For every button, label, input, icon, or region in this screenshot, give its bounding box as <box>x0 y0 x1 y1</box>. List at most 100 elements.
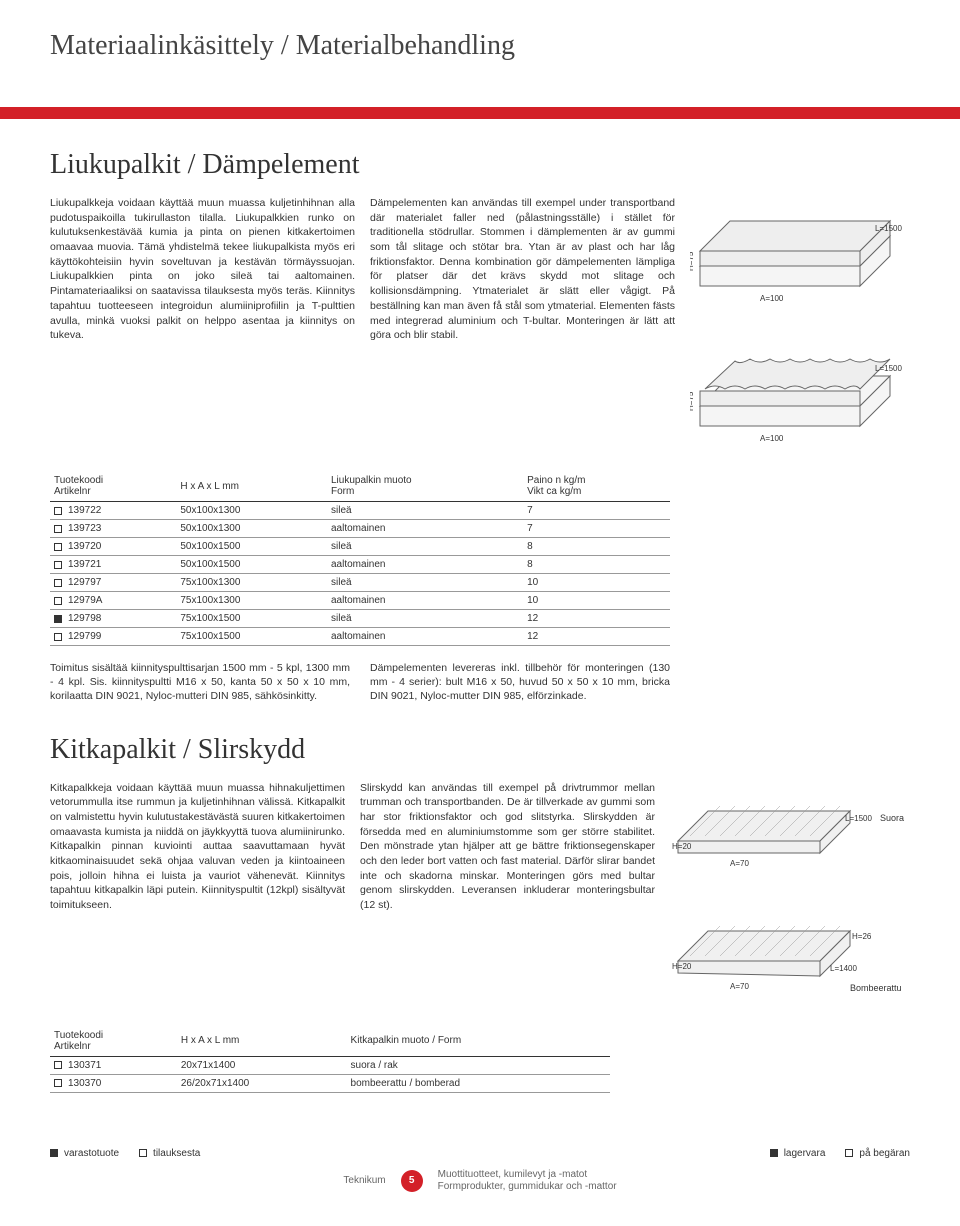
product-code: 129799 <box>68 631 101 642</box>
legend-stock-sv: lagervara <box>770 1148 826 1159</box>
dampelement-iso-1: H=75 A=100 L=1500 <box>690 196 910 316</box>
product-code: 139723 <box>68 523 101 534</box>
dim-h2: H=75 <box>690 391 695 411</box>
dimension-cell: 50x100x1300 <box>176 520 327 538</box>
legend-stock-fi-label: varastotuote <box>64 1148 119 1159</box>
stock-icon <box>54 525 62 533</box>
table-row: 139723 50x100x1300 aaltomainen 7 <box>50 520 670 538</box>
table-header: TuotekoodiArtikelnr <box>50 1026 177 1057</box>
product-code: 129798 <box>68 613 101 624</box>
dimension-cell: 75x100x1500 <box>176 610 327 628</box>
dimension-cell: 50x100x1300 <box>176 502 327 520</box>
product-code: 139720 <box>68 541 101 552</box>
dim-a70-1: A=70 <box>730 859 749 868</box>
label-bomb: Bombeerattu <box>850 983 902 993</box>
stock-icon <box>54 579 62 587</box>
section1-columns: Liukupalkkeja voidaan käyttää muun muass… <box>50 196 910 456</box>
form-cell: aaltomainen <box>327 556 523 574</box>
table-header: H x A x L mm <box>177 1026 347 1057</box>
section1-title: Liukupalkit / Dämpelement <box>50 149 910 181</box>
dimension-cell: 26/20x71x1400 <box>177 1074 347 1092</box>
product-code: 130371 <box>68 1060 101 1071</box>
page-title: Materiaalinkäsittely / Materialbehandlin… <box>50 30 910 62</box>
table-row: 12979A 75x100x1300 aaltomainen 10 <box>50 592 670 610</box>
dim-a2: A=100 <box>760 434 784 443</box>
weight-cell: 12 <box>523 610 670 628</box>
dim-a70-2: A=70 <box>730 982 749 991</box>
table-row: 139720 50x100x1500 sileä 8 <box>50 538 670 556</box>
stock-icon <box>54 1061 62 1069</box>
legend-order-fi-label: tilauksesta <box>153 1148 200 1159</box>
dim-h1: H=75 <box>690 251 695 271</box>
dimension-cell: 50x100x1500 <box>176 538 327 556</box>
legend-stock-fi: varastotuote <box>50 1148 119 1159</box>
legend-order-fi: tilauksesta <box>139 1148 200 1159</box>
table-row: 129799 75x100x1500 aaltomainen 12 <box>50 628 670 646</box>
dimension-cell: 50x100x1500 <box>176 556 327 574</box>
legend-stock-sv-label: lagervara <box>784 1148 826 1159</box>
product-code: 12979A <box>68 595 102 606</box>
dim-l1400: L=1400 <box>830 964 857 973</box>
weight-cell: 7 <box>523 520 670 538</box>
slirskydd-iso-2: H=26 H=20 A=70 L=1400 Bombeerattu <box>670 901 910 1011</box>
dim-h20-2: H=20 <box>672 962 692 971</box>
page-number: 5 <box>401 1170 423 1192</box>
label-suora: Suora <box>880 813 904 823</box>
product-code: 130370 <box>68 1078 101 1089</box>
form-cell: suora / rak <box>347 1056 610 1074</box>
product-code: 139722 <box>68 505 101 516</box>
stock-icon <box>54 1079 62 1087</box>
section2-table: TuotekoodiArtikelnrH x A x L mmKitkapalk… <box>50 1026 610 1093</box>
weight-cell: 10 <box>523 574 670 592</box>
form-cell: sileä <box>327 538 523 556</box>
legend-order-sv: på begäran <box>845 1148 910 1159</box>
section2-diagram: H=20 A=70 L=1500 Suora H=26 H=20 <box>670 781 910 1011</box>
table-header: Liukupalkin muotoForm <box>327 471 523 502</box>
table-header: Kitkapalkin muoto / Form <box>347 1026 610 1057</box>
table-header: TuotekoodiArtikelnr <box>50 471 176 502</box>
form-cell: aaltomainen <box>327 520 523 538</box>
section1-table: TuotekoodiArtikelnrH x A x L mmLiukupalk… <box>50 471 670 646</box>
weight-cell: 7 <box>523 502 670 520</box>
table-row: 139722 50x100x1300 sileä 7 <box>50 502 670 520</box>
section2-text-fi: Kitkapalkkeja voidaan käyttää muun muass… <box>50 781 345 1011</box>
section1-diagram: H=75 A=100 L=1500 H=75 A=100 L=1500 <box>690 196 910 456</box>
footer-brand: Teknikum <box>343 1175 385 1186</box>
dim-a1: A=100 <box>760 294 784 303</box>
form-cell: sileä <box>327 502 523 520</box>
stock-icon <box>54 507 62 515</box>
section1-note-fi: Toimitus sisältää kiinnityspulttisarjan … <box>50 661 350 704</box>
table-row: 129798 75x100x1500 sileä 12 <box>50 610 670 628</box>
table-header: Paino n kg/mVikt ca kg/m <box>523 471 670 502</box>
stock-icon <box>54 597 62 605</box>
dim-h26: H=26 <box>852 932 872 941</box>
section2-title: Kitkapalkit / Slirskydd <box>50 734 910 766</box>
dim-l2: L=1500 <box>875 364 902 373</box>
product-code: 129797 <box>68 577 101 588</box>
form-cell: sileä <box>327 610 523 628</box>
form-cell: aaltomainen <box>327 628 523 646</box>
dim-l1500: L=1500 <box>845 814 872 823</box>
dimension-cell: 20x71x1400 <box>177 1056 347 1074</box>
footer-bottom: Teknikum 5 Muottituotteet, kumilevyt ja … <box>0 1159 960 1213</box>
stock-icon <box>54 543 62 551</box>
red-header-bar <box>0 107 960 119</box>
legend-order-sv-label: på begäran <box>859 1148 910 1159</box>
dimension-cell: 75x100x1500 <box>176 628 327 646</box>
section2-columns: Kitkapalkkeja voidaan käyttää muun muass… <box>50 781 910 1011</box>
footer-legend: varastotuote tilauksesta lagervara på be… <box>0 1148 960 1159</box>
form-cell: aaltomainen <box>327 592 523 610</box>
footer-line1: Muottituotteet, kumilevyt ja -matot <box>438 1169 617 1181</box>
weight-cell: 8 <box>523 538 670 556</box>
dim-h20-1: H=20 <box>672 842 692 851</box>
stock-icon <box>54 615 62 623</box>
weight-cell: 8 <box>523 556 670 574</box>
section1-note-sv: Dämpelementen levereras inkl. tillbehör … <box>370 661 670 704</box>
section1-text-sv: Dämpelementen kan användas till exempel … <box>370 196 675 456</box>
form-cell: sileä <box>327 574 523 592</box>
form-cell: bombeerattu / bomberad <box>347 1074 610 1092</box>
dampelement-iso-2: H=75 A=100 L=1500 <box>690 336 910 456</box>
table-row: 130371 20x71x1400 suora / rak <box>50 1056 610 1074</box>
footer-line2: Formprodukter, gummidukar och -mattor <box>438 1181 617 1193</box>
dimension-cell: 75x100x1300 <box>176 574 327 592</box>
